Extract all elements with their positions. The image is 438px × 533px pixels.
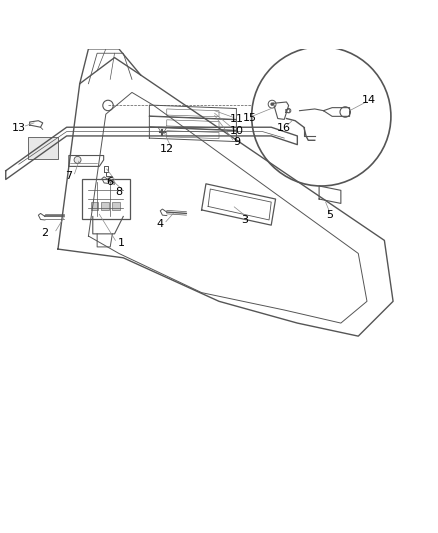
Circle shape xyxy=(74,156,81,163)
Text: 15: 15 xyxy=(243,112,257,123)
Bar xyxy=(91,202,99,210)
Text: 12: 12 xyxy=(160,144,174,154)
Text: 11: 11 xyxy=(230,114,244,124)
Circle shape xyxy=(270,102,274,106)
Text: 3: 3 xyxy=(242,215,249,225)
Text: 13: 13 xyxy=(12,123,26,133)
Text: 8: 8 xyxy=(115,187,123,197)
Text: 1: 1 xyxy=(117,238,124,247)
Bar xyxy=(102,202,110,210)
Bar xyxy=(113,202,120,210)
Text: 9: 9 xyxy=(233,138,240,148)
Text: 6: 6 xyxy=(107,176,114,187)
Text: 7: 7 xyxy=(65,171,72,181)
Text: 14: 14 xyxy=(362,95,376,105)
Text: 5: 5 xyxy=(326,210,333,220)
Text: 16: 16 xyxy=(276,123,290,133)
Text: 2: 2 xyxy=(41,228,49,238)
Bar xyxy=(28,137,58,158)
Text: 4: 4 xyxy=(157,219,164,229)
Text: 10: 10 xyxy=(230,126,244,136)
